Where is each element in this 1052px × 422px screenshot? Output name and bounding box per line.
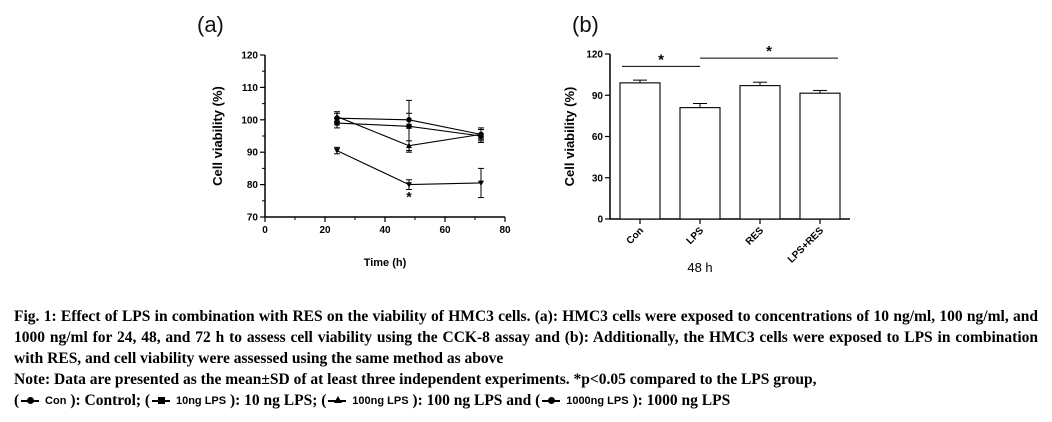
y-tick-label-a: 110 <box>242 83 259 94</box>
panel-a-label: (a) <box>197 12 224 37</box>
x-tick-label-b: RES <box>744 225 767 248</box>
caption-note: Note: Data are presented as the mean±SD … <box>14 369 1038 412</box>
legend-con-text: ): Control; ( <box>70 392 151 409</box>
x-tick-label-a: 40 <box>379 225 391 236</box>
y-tick-label-b: 90 <box>592 91 604 102</box>
figure-caption: Fig. 1: Effect of LPS in combination wit… <box>14 306 1038 412</box>
x-tick-label-b: LPS <box>685 225 707 247</box>
data-point-1 <box>406 123 412 129</box>
y-axis-label-b: Cell viability (%) <box>562 87 577 187</box>
data-point-2 <box>478 131 484 137</box>
bar-lps <box>679 107 721 220</box>
x-tick-label-a: 20 <box>319 225 331 236</box>
panel-b-label: (b) <box>572 12 599 37</box>
legend-100ng-line <box>326 394 348 408</box>
bar-res <box>739 85 781 220</box>
y-tick-label-a: 90 <box>247 148 259 159</box>
y-tick-label-a: 70 <box>247 213 259 224</box>
x-tick-label-a: 0 <box>262 225 268 236</box>
data-point-1 <box>334 120 340 126</box>
y-tick-label-b: 120 <box>586 50 603 61</box>
y-axis-label-a: Cell viability (%) <box>210 86 225 186</box>
y-tick-label-a: 80 <box>247 180 259 191</box>
data-point-2 <box>334 113 340 119</box>
line-chart-a: 70 80 90 100 110 120 0 20 40 60 80 Time (h) Cell via… <box>210 51 511 270</box>
significance-star-a: * <box>406 189 412 205</box>
x-axis-label-a: Time (h) <box>364 257 407 269</box>
significance-star-b: * <box>766 43 772 60</box>
legend-1000ng-text: ): 1000 ng LPS <box>632 392 731 409</box>
x-tick-label-b: Con <box>625 225 647 247</box>
data-point-2 <box>406 142 412 149</box>
x-tick-label-b: LPS+RES <box>786 225 826 265</box>
caption-figure-text: Fig. 1: Effect of LPS in combination wit… <box>14 308 1038 367</box>
legend-100ng-text: ): 100 ng LPS and ( <box>412 392 541 409</box>
x-axis-label-b: 48 h <box>687 260 712 275</box>
y-tick-label-a: 100 <box>241 115 258 126</box>
caption-note-text: Note: Data are presented as the mean±SD … <box>14 371 817 388</box>
y-tick-label-b: 0 <box>597 215 603 226</box>
bar-con <box>619 82 661 220</box>
legend-con-label: Con <box>45 394 67 407</box>
y-tick-label-a: 120 <box>241 51 258 62</box>
legend-1000ng-line <box>540 394 562 408</box>
legend-10ng-label: 10ng LPS <box>175 394 227 407</box>
bar-lps-res <box>799 92 841 220</box>
legend-1000ng-label: 1000ng LPS <box>566 394 629 407</box>
x-tick-label-a: 60 <box>439 225 451 236</box>
data-point-3 <box>478 180 484 187</box>
data-point-3 <box>406 182 412 188</box>
legend-10ng-text: ): 10 ng LPS; ( <box>229 392 327 409</box>
legend-10ng-line <box>150 394 172 408</box>
bar-chart-b: 0 30 60 90 120 Con LPS RES LPS+RES 48 h Cell viabi… <box>562 43 850 275</box>
legend-100ng-label: 100ng LPS <box>352 394 409 407</box>
caption-legend-open: ( <box>14 392 20 409</box>
data-point-3 <box>334 148 340 154</box>
significance-star-b: * <box>658 51 664 68</box>
y-tick-label-b: 60 <box>592 132 604 143</box>
y-tick-label-b: 30 <box>592 173 604 184</box>
x-tick-label-a: 80 <box>499 225 511 236</box>
legend-con-line <box>19 394 41 408</box>
